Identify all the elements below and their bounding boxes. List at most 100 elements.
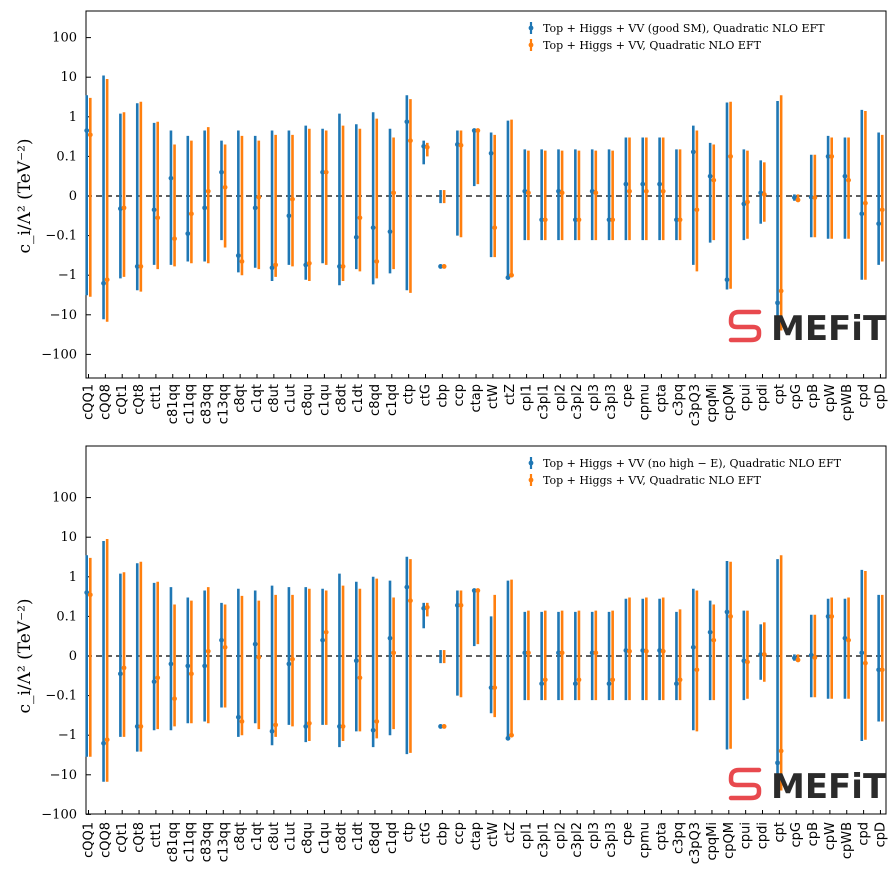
- blue-point: [690, 644, 696, 650]
- legend-marker-dot: [528, 25, 534, 31]
- y-tick-label: −100: [41, 807, 77, 822]
- orange-point: [643, 188, 649, 194]
- orange-point: [778, 288, 784, 294]
- x-tick-label: c11qq: [183, 384, 198, 424]
- blue-point: [202, 663, 208, 669]
- orange-point: [458, 602, 464, 608]
- blue-point: [387, 635, 393, 641]
- blue-point: [842, 635, 848, 641]
- orange-point: [863, 660, 868, 666]
- x-tick-label: c3pl1: [536, 384, 551, 420]
- orange-point: [172, 236, 177, 242]
- x-tick-label: cQt1: [115, 822, 130, 853]
- x-tick-label: cpt: [772, 384, 787, 405]
- x-tick-label: cQt8: [132, 822, 147, 853]
- x-tick-label: c13qq: [216, 822, 231, 862]
- blue-point: [808, 652, 814, 658]
- blue-point: [185, 663, 191, 669]
- blue-point: [758, 652, 764, 657]
- x-tick-label: c11qq: [183, 822, 198, 862]
- x-tick-label: ctG: [419, 384, 434, 406]
- orange-point: [526, 650, 531, 656]
- blue-point: [808, 194, 814, 200]
- blue-point: [758, 190, 764, 196]
- x-tick-label: c83qq: [199, 384, 214, 424]
- x-tick-label: cpW: [823, 822, 838, 850]
- y-axis-label: c_i/Λ² (TeV⁻²): [15, 598, 35, 713]
- orange-point: [441, 264, 447, 269]
- x-tick-label: c3pl1: [536, 822, 551, 858]
- orange-point: [627, 648, 632, 654]
- x-tick-label: c8qd: [368, 384, 383, 416]
- x-tick-label: cpqMi: [705, 384, 720, 422]
- orange-point: [273, 262, 279, 268]
- blue-point: [134, 724, 140, 729]
- orange-point: [795, 197, 801, 203]
- x-tick-label: ctZ: [503, 822, 518, 843]
- orange-point: [846, 637, 851, 643]
- x-tick-label: cpe: [621, 822, 636, 845]
- y-tick-label: 0.1: [56, 609, 77, 624]
- x-tick-label: c8qu: [301, 822, 316, 854]
- x-tick-label: cpl3: [587, 822, 602, 849]
- y-tick-label: 100: [52, 491, 77, 506]
- y-tick-label: −1: [58, 728, 77, 743]
- blue-point: [471, 588, 477, 593]
- x-tick-label: cbp: [435, 822, 450, 846]
- blue-point: [337, 264, 342, 269]
- x-tick-label: cQQ1: [82, 822, 97, 858]
- orange-point: [189, 671, 194, 677]
- blue-point: [522, 650, 528, 656]
- x-tick-label: c1qu: [317, 822, 332, 854]
- x-tick-label: cpui: [739, 384, 754, 411]
- orange-point: [239, 719, 245, 724]
- x-tick-label: c3pl3: [604, 822, 619, 858]
- orange-point: [643, 648, 649, 654]
- blue-point: [724, 609, 730, 615]
- blue-point: [303, 262, 309, 268]
- orange-point: [829, 614, 835, 619]
- orange-point: [509, 272, 514, 278]
- blue-point: [219, 637, 224, 643]
- legend-entry: Top + Higgs + VV (no high − E), Quadrati…: [543, 457, 842, 470]
- x-tick-label: cpG: [789, 384, 804, 409]
- orange-point: [526, 190, 531, 196]
- blue-point: [842, 173, 848, 179]
- blue-point: [640, 648, 646, 653]
- x-tick-label: cpdi: [756, 822, 771, 849]
- blue-point: [623, 181, 629, 187]
- x-tick-label: cpl1: [520, 384, 535, 411]
- orange-point: [391, 650, 396, 656]
- blue-point: [640, 181, 646, 187]
- x-tick-label: cpD: [873, 822, 888, 847]
- mefit-logo: MEFiT: [728, 767, 887, 807]
- x-tick-label: c3pQ3: [688, 384, 703, 426]
- orange-point: [660, 648, 666, 654]
- orange-point: [189, 211, 194, 217]
- x-tick-label: cpQM: [722, 822, 737, 859]
- orange-point: [745, 659, 750, 665]
- orange-point: [728, 614, 733, 619]
- y-tick-label: −100: [41, 347, 77, 362]
- blue-point: [556, 650, 561, 656]
- blue-point: [303, 724, 309, 729]
- blue-point: [471, 128, 477, 133]
- orange-point: [610, 217, 616, 223]
- blue-point: [134, 264, 140, 269]
- blue-point: [674, 217, 679, 223]
- orange-point: [172, 696, 177, 702]
- blue-point: [455, 602, 460, 608]
- blue-point: [269, 265, 275, 271]
- blue-point: [353, 658, 359, 664]
- x-tick-label: cpWB: [840, 822, 855, 859]
- orange-point: [576, 677, 582, 683]
- y-tick-label: 0.1: [56, 149, 77, 164]
- blue-point: [438, 264, 443, 269]
- orange-point: [323, 169, 329, 175]
- orange-point: [408, 598, 413, 604]
- x-tick-label: ccp: [452, 384, 467, 407]
- blue-point: [606, 681, 612, 687]
- blue-point: [707, 173, 713, 179]
- orange-point: [104, 277, 110, 283]
